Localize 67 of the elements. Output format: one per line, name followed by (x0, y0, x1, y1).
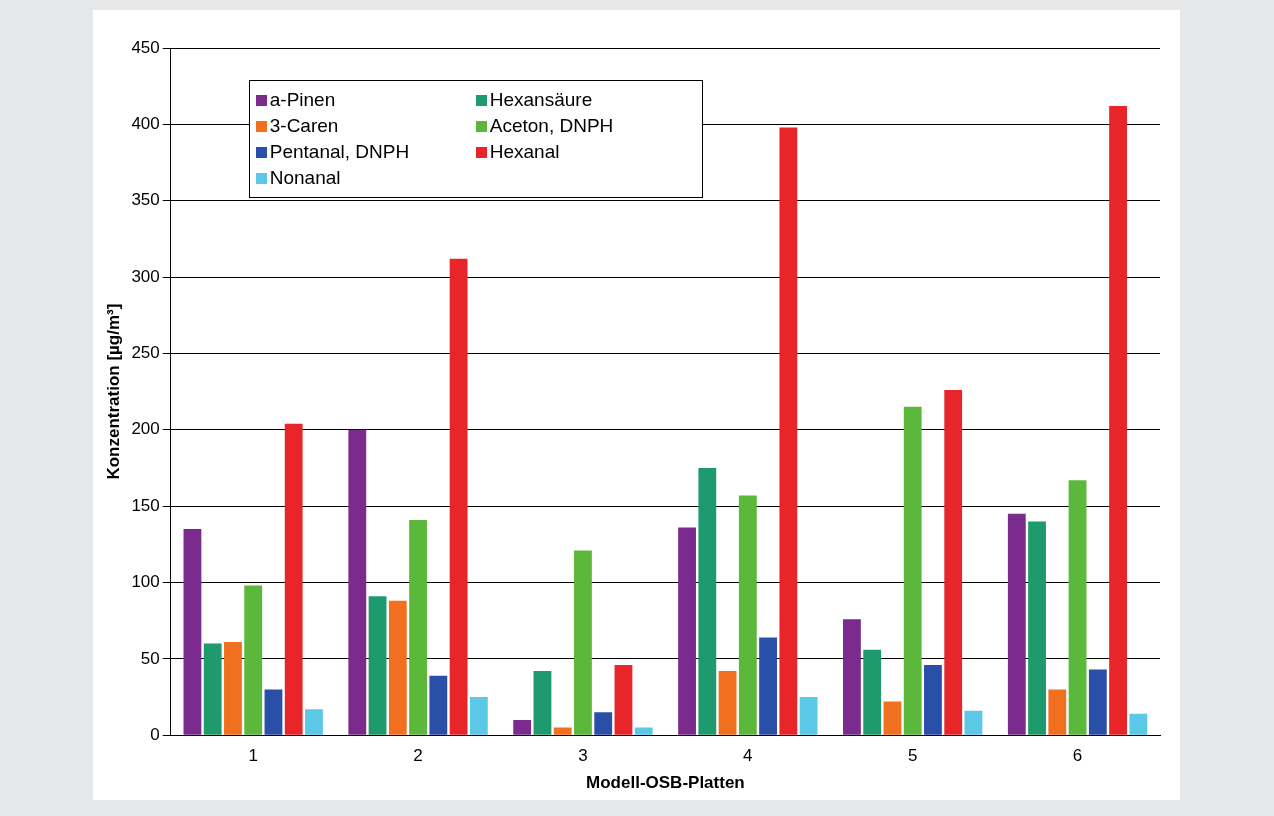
bar (718, 671, 737, 735)
bar (924, 664, 942, 735)
legend-label: Pentanal, DNPH (268, 141, 411, 163)
bar (533, 671, 552, 735)
legend-label: Hexanal (488, 141, 561, 163)
bar (284, 423, 303, 735)
bar (469, 697, 488, 735)
x-tick-label: 3 (578, 746, 588, 766)
x-axis-title: Modell-OSB-Platten (586, 773, 745, 793)
bar (594, 712, 613, 735)
x-tick-label: 2 (413, 746, 423, 766)
bar (224, 642, 242, 735)
bar (1048, 689, 1067, 735)
bar (944, 390, 963, 735)
bar (264, 689, 283, 735)
legend-label: 3-Caren (268, 115, 340, 137)
bar (388, 600, 407, 735)
bar (429, 675, 448, 735)
bar (409, 519, 427, 735)
bar (779, 127, 798, 735)
bar (799, 697, 818, 735)
bar (1088, 669, 1107, 735)
bar (614, 664, 633, 735)
bar (183, 529, 202, 735)
bar (348, 429, 367, 735)
bar (678, 527, 696, 735)
y-axis-title: Konzentration [µg/m³] (103, 303, 123, 480)
y-tick-label: 150 (131, 495, 160, 515)
bar (203, 643, 222, 735)
bar (634, 727, 653, 735)
bar (305, 709, 323, 735)
y-tick-label: 350 (131, 190, 160, 210)
y-tick-label: 300 (131, 266, 160, 286)
bar (698, 467, 717, 735)
y-tick-label: 100 (131, 572, 160, 592)
bar (244, 585, 263, 735)
bar (883, 701, 902, 735)
bar (513, 719, 532, 735)
bar (553, 727, 572, 735)
legend-label: a-Pinen (268, 89, 337, 111)
bar (843, 619, 861, 735)
y-tick-label: 0 (150, 724, 160, 744)
bar (903, 406, 922, 735)
x-tick-label: 6 (1072, 746, 1083, 766)
y-tick-label: 50 (140, 648, 160, 668)
bar (1028, 521, 1046, 735)
bar (368, 596, 387, 735)
y-tick-label: 400 (131, 114, 160, 134)
bar (1007, 513, 1026, 735)
bar (1068, 480, 1087, 735)
bar (449, 258, 468, 735)
legend-label: Aceton, DNPH (488, 115, 615, 137)
legend-label: Nonanal (268, 167, 342, 189)
y-tick-label: 450 (131, 37, 160, 57)
bar (759, 637, 777, 735)
y-tick-label: 200 (131, 419, 160, 439)
y-tick-label: 250 (131, 343, 160, 363)
bar (1109, 106, 1127, 735)
bar (738, 495, 757, 735)
bar (574, 550, 592, 735)
x-tick-label: 5 (907, 746, 918, 766)
x-tick-label: 1 (248, 746, 258, 766)
bar (1129, 713, 1148, 735)
legend-label: Hexansäure (488, 89, 594, 111)
bar (964, 710, 983, 735)
x-tick-label: 4 (743, 746, 753, 766)
bar (863, 649, 882, 735)
